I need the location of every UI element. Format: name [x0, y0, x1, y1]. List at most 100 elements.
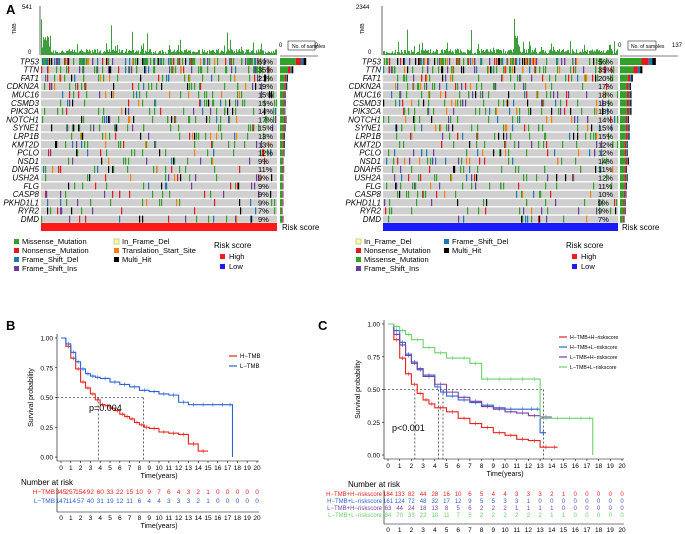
sample-bar-segment	[620, 74, 628, 82]
mutation-cell	[88, 58, 90, 65]
risk-value: 1	[527, 506, 531, 512]
mutation-cell	[109, 74, 111, 82]
risk-value: 3	[177, 498, 181, 505]
mutation-cell	[249, 58, 251, 65]
mutation-cell	[187, 157, 189, 165]
mutation-cell	[41, 215, 43, 223]
tmb-min-left: 0	[28, 50, 32, 56]
mutation-cell	[261, 91, 263, 99]
sample-bar-segment	[625, 190, 626, 198]
sample-bar-segment	[630, 91, 632, 99]
mutation-cell	[386, 58, 388, 65]
mutation-cell	[617, 116, 619, 124]
risk-value: 2	[503, 513, 507, 519]
mutation-cell	[438, 66, 440, 74]
tmb-bar	[470, 50, 471, 55]
risk-value: 12	[455, 499, 462, 505]
tmb-bar	[526, 49, 527, 55]
mutation-cell	[132, 124, 134, 132]
mutation-cell	[157, 58, 159, 65]
risk-value: 0	[550, 499, 554, 505]
sample-bar-segment	[285, 116, 286, 124]
mutation-cell	[237, 182, 239, 190]
tmb-bar	[562, 49, 563, 55]
mutation-cell	[450, 174, 452, 182]
mutation-cell	[596, 107, 598, 115]
tmb-bar	[111, 25, 112, 55]
legend-risk-swatch	[220, 254, 225, 259]
mutation-cell	[79, 215, 81, 223]
tmb-bar	[177, 49, 178, 55]
mutation-cell	[108, 157, 110, 165]
mutation-cell	[204, 58, 206, 65]
risk-x-tick: 5	[445, 527, 449, 534]
tmb-bar	[536, 52, 537, 55]
gene-label: FAT1	[21, 74, 39, 83]
tmb-bar	[144, 53, 145, 55]
tmb-bar	[222, 50, 223, 55]
mutation-cell	[110, 199, 112, 207]
tmb-bar	[451, 52, 452, 55]
mutation-cell	[542, 74, 544, 82]
mutation-cell	[249, 157, 251, 165]
mutation-cell	[236, 215, 238, 223]
mutation-cell	[457, 82, 459, 90]
mutation-cell	[260, 174, 262, 182]
tmb-bar	[472, 53, 473, 55]
mutation-cell	[519, 207, 521, 215]
tmb-bar	[448, 51, 449, 55]
mutation-cell	[237, 91, 239, 99]
mutation-cell	[250, 124, 252, 132]
x-tick-label: 18	[595, 463, 603, 470]
mutation-cell	[453, 141, 455, 148]
gene-label: USH2A	[12, 174, 39, 183]
mutation-cell	[408, 107, 410, 115]
tmb-bars-left	[41, 19, 277, 55]
gene-row-bg	[41, 215, 277, 223]
mutation-cell	[392, 165, 394, 173]
risk-value: 3	[527, 492, 531, 498]
mutation-cell	[475, 91, 477, 99]
mutation-cell	[92, 207, 94, 215]
tmb-bar	[579, 52, 580, 55]
sample-bar-segment	[620, 132, 626, 140]
mutation-cell	[594, 107, 596, 115]
mutation-cell	[395, 82, 397, 90]
gene-label: KMT2D	[354, 140, 381, 149]
risk-x-tick: 11	[513, 527, 520, 534]
tmb-bar	[485, 50, 486, 55]
risk-value: 0	[597, 492, 601, 498]
x-tick-label: 13	[185, 465, 193, 472]
sample-bar-segment	[280, 190, 283, 198]
gene-percent: 10%	[598, 190, 613, 199]
mutation-cell	[447, 66, 449, 74]
risk-value: 5	[480, 492, 484, 498]
mutation-cell	[48, 149, 50, 157]
mutation-cell	[444, 99, 446, 107]
sample-bar-segment	[282, 215, 283, 223]
mutation-cell	[143, 82, 145, 90]
tmb-bar	[400, 53, 401, 55]
tmb-bar	[79, 51, 80, 55]
gene-row-bg	[41, 99, 277, 107]
risk-row-label: L−TMB	[34, 498, 55, 505]
tmb-bar	[107, 49, 108, 55]
mutation-cell	[179, 199, 181, 207]
mutation-cell	[460, 99, 462, 107]
risk-value: 0	[620, 499, 624, 505]
mutation-cell	[489, 107, 491, 115]
tmb-bar	[65, 52, 66, 55]
tmb-bar	[403, 53, 404, 55]
tmb-bar	[44, 39, 45, 55]
mutation-cell	[72, 124, 74, 132]
tmb-bar	[462, 52, 463, 55]
mutation-cell	[546, 91, 548, 99]
mutation-cell	[508, 149, 510, 157]
tmb-bar	[113, 49, 114, 55]
mutation-cell	[211, 157, 213, 165]
mutation-cell	[214, 199, 216, 207]
tmb-label-left: TMB	[12, 23, 18, 34]
gene-percent: 11%	[258, 165, 273, 174]
mutation-cell	[268, 66, 270, 74]
tmb-bar	[69, 49, 70, 55]
